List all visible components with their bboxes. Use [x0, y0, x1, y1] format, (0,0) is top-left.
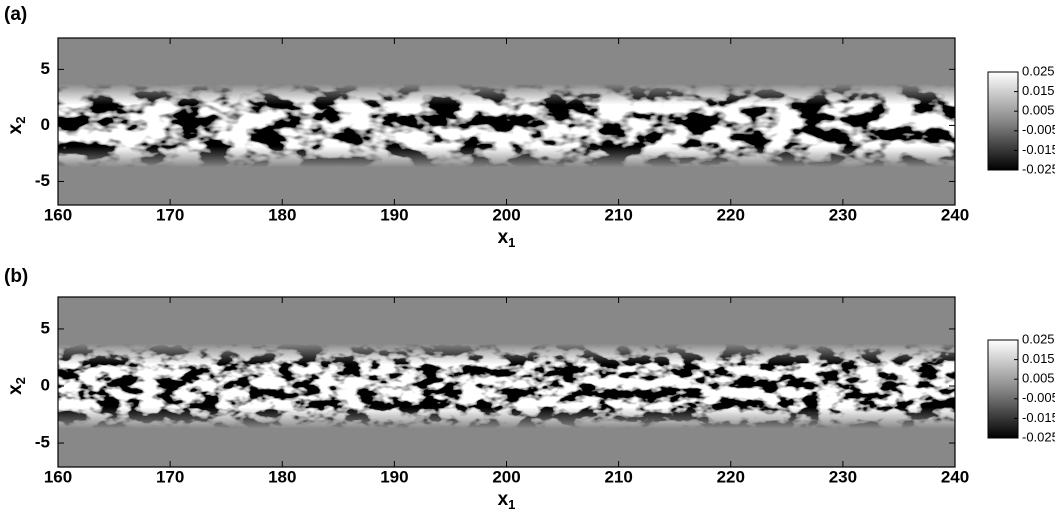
y-axis-label-sub: 2 — [13, 117, 28, 124]
colorbar-tick-label: -0.005 — [1022, 390, 1055, 405]
panel-label: (a) — [4, 4, 27, 25]
x-axis-label-sub: 1 — [508, 497, 515, 512]
x-axis-label-main: x — [498, 227, 509, 248]
colorbar-tick-label: -0.005 — [1022, 122, 1055, 137]
x-tick-label: 180 — [268, 467, 296, 486]
x-axis-label-sub: 1 — [508, 235, 515, 250]
y-tick-label: 0 — [41, 375, 50, 394]
field — [58, 343, 955, 429]
y-tick-label: 0 — [41, 115, 50, 134]
panel: (b)160 170 180 190 200 210 220 230 240-505x1x20.… — [4, 266, 1055, 512]
y-axis-label: x2 — [5, 117, 28, 135]
colorbar-tick-label: -0.025 — [1022, 429, 1055, 444]
colorbar-tick-label: 0.025 — [1022, 63, 1055, 78]
x-tick-label: 200 — [492, 205, 520, 224]
x-tick-label: 180 — [268, 205, 296, 224]
y-tick-label: -5 — [35, 433, 50, 452]
colorbar — [987, 71, 1019, 171]
colorbar-tick-label: 0.015 — [1022, 351, 1055, 366]
x-tick-label: 210 — [604, 205, 632, 224]
field — [58, 83, 955, 168]
colorbar — [987, 339, 1019, 439]
x-tick-label: 230 — [829, 205, 857, 224]
y-tick-label: 5 — [41, 318, 50, 337]
y-axis-label: x2 — [5, 377, 28, 395]
colorbar-tick-label: 0.015 — [1022, 83, 1055, 98]
colorbar-tick-label: -0.025 — [1022, 161, 1055, 176]
y-axis-label-main: x — [5, 384, 26, 395]
x-tick-label: 160 — [44, 205, 72, 224]
x-tick-label: 230 — [829, 467, 857, 486]
x-tick-label: 200 — [492, 467, 520, 486]
colorbar-tick-label: 0.005 — [1022, 103, 1055, 118]
x-tick-label: 210 — [604, 467, 632, 486]
x-axis-label-main: x — [498, 489, 509, 510]
x-tick-label: 190 — [380, 467, 408, 486]
panel: (a)160 170 180 190 200 210 220 230 240-505x1x20.… — [4, 4, 1055, 250]
y-tick-label: 5 — [41, 59, 50, 78]
x-axis-label: x1 — [498, 227, 516, 250]
x-tick-label: 170 — [156, 467, 184, 486]
x-tick-label: 190 — [380, 205, 408, 224]
colorbar-tick-label: -0.015 — [1022, 142, 1055, 157]
x-tick-label: 170 — [156, 205, 184, 224]
x-tick-label: 220 — [717, 205, 745, 224]
colorbar-tick-label: 0.005 — [1022, 371, 1055, 386]
y-axis-label-sub: 2 — [13, 377, 28, 384]
colorbar-tick-label: -0.015 — [1022, 410, 1055, 425]
y-axis-label-main: x — [5, 123, 26, 134]
colorbar-tick-label: 0.025 — [1022, 331, 1055, 346]
x-tick-label: 220 — [717, 467, 745, 486]
y-tick-label: -5 — [35, 171, 50, 190]
x-tick-label: 240 — [941, 205, 969, 224]
x-tick-label: 160 — [44, 467, 72, 486]
x-axis-label: x1 — [498, 489, 516, 512]
x-tick-label: 240 — [941, 467, 969, 486]
panel-label: (b) — [4, 266, 28, 287]
